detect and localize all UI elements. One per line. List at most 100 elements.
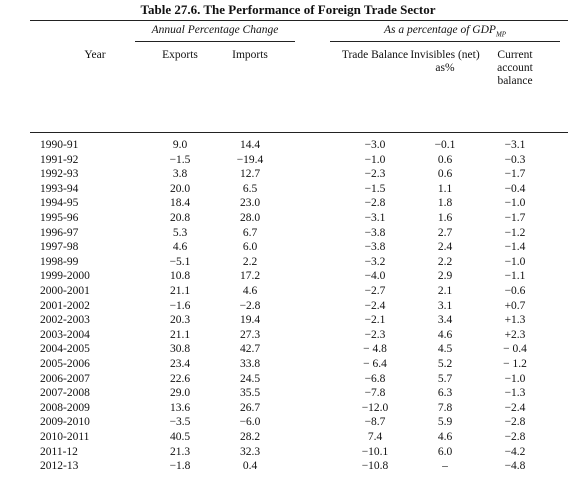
value-cell: 4.6 <box>437 328 453 341</box>
value-cell: −1.5 <box>169 153 191 166</box>
value-cell: − 6.4 <box>363 358 387 370</box>
value-cell: −2.8 <box>504 416 526 429</box>
table-title: Table 27.6. The Performance of Foreign T… <box>140 2 436 17</box>
value-cell: −1.7 <box>504 212 526 224</box>
value-cell: −3.1 <box>504 139 526 151</box>
value-cell: −1.0 <box>504 255 526 268</box>
year-cell: 1996-97 <box>40 226 79 239</box>
value-cell: 21.1 <box>169 328 191 341</box>
value-cell: 17.2 <box>239 270 261 283</box>
value-cell: 26.7 <box>239 401 261 414</box>
group-header: Annual Percentage Change <box>151 24 279 36</box>
value-cell: 19.4 <box>239 314 261 327</box>
value-cell: 2.9 <box>437 270 453 283</box>
column-header: Current account balance <box>497 49 533 87</box>
value-cell: 21.3 <box>169 445 191 458</box>
year-cell: 1999-2000 <box>40 270 90 283</box>
value-cell: −1.8 <box>169 460 191 473</box>
value-cell: 35.5 <box>239 387 261 400</box>
value-cell: 0.4 <box>242 460 258 473</box>
value-cell: 5.2 <box>437 358 453 370</box>
value-cell: 4.6 <box>172 241 188 254</box>
column-header: Exports <box>162 49 198 61</box>
value-cell: −4.0 <box>364 270 386 283</box>
column-header: Imports <box>232 49 268 61</box>
value-cell: −1.5 <box>364 182 386 195</box>
year-cell: 2002-2003 <box>40 314 90 327</box>
value-cell: 20.8 <box>169 212 191 224</box>
value-cell: −2.3 <box>364 168 386 181</box>
value-cell: −2.8 <box>364 197 386 210</box>
value-cell: +0.7 <box>504 299 526 312</box>
value-cell: 21.1 <box>169 285 191 297</box>
year-cell: 2010-2011 <box>40 431 90 443</box>
group-header-text: As a percentage of GDP <box>383 24 496 36</box>
column-header: Year <box>84 49 106 61</box>
value-cell: −0.6 <box>504 285 526 297</box>
value-cell: +2.3 <box>504 328 526 341</box>
value-cell: 20.3 <box>169 314 191 327</box>
value-cell: 18.4 <box>169 197 191 210</box>
value-cell: −1.4 <box>504 241 526 254</box>
year-cell: 2005-2006 <box>40 358 90 370</box>
value-cell: −6.8 <box>364 372 386 385</box>
value-cell: 23.0 <box>239 197 261 210</box>
value-cell: −0.3 <box>504 153 526 166</box>
value-cell: −2.4 <box>504 401 526 414</box>
value-cell: 24.5 <box>239 372 261 385</box>
rule <box>330 41 560 42</box>
year-cell: 2001-2002 <box>40 299 90 312</box>
value-cell: −5.1 <box>169 255 191 268</box>
rule <box>30 20 568 21</box>
value-cell: 20.0 <box>169 182 191 195</box>
value-cell: −3.8 <box>364 241 386 254</box>
value-cell: 1.1 <box>437 182 453 195</box>
value-cell: −3.8 <box>364 226 386 239</box>
value-cell: 27.3 <box>239 328 261 341</box>
value-cell: +1.3 <box>504 314 526 327</box>
value-cell: 5.9 <box>437 416 453 429</box>
value-cell: 2.2 <box>242 255 258 268</box>
value-cell: 0.6 <box>437 153 453 166</box>
value-cell: 1.6 <box>437 212 453 224</box>
rule <box>135 41 295 42</box>
value-cell: 3.1 <box>437 299 453 312</box>
value-cell: −1.0 <box>364 153 386 166</box>
value-cell: 4.6 <box>242 285 258 297</box>
year-cell: 2011-12 <box>40 445 78 458</box>
value-cell: 5.7 <box>437 372 453 385</box>
year-cell: 1997-98 <box>40 241 79 254</box>
value-cell: 6.0 <box>437 445 453 458</box>
value-cell: 28.0 <box>239 212 261 224</box>
value-cell: 33.8 <box>239 358 261 370</box>
year-cell: 2012-13 <box>40 460 79 473</box>
year-cell: 2006-2007 <box>40 372 90 385</box>
value-cell: −1.0 <box>504 372 526 385</box>
value-cell: −1.3 <box>504 387 526 400</box>
value-cell: 6.7 <box>242 226 258 239</box>
year-cell: 1993-94 <box>40 182 79 195</box>
value-cell: −2.8 <box>239 299 261 312</box>
value-cell: 0.6 <box>437 168 453 181</box>
value-cell: 4.5 <box>437 343 453 356</box>
rule <box>30 132 568 133</box>
value-cell: 5.3 <box>172 226 188 239</box>
value-cell: 40.5 <box>169 431 191 443</box>
value-cell: 7.8 <box>437 401 453 414</box>
year-cell: 2004-2005 <box>40 343 90 356</box>
value-cell: −2.7 <box>364 285 386 297</box>
year-cell: 1990-91 <box>40 139 79 151</box>
value-cell: 6.5 <box>242 182 258 195</box>
value-cell: 4.6 <box>437 431 453 443</box>
value-cell: −2.8 <box>504 431 526 443</box>
value-cell: 14.4 <box>239 139 261 151</box>
value-cell: −8.7 <box>364 416 386 429</box>
value-cell: 2.2 <box>437 255 453 268</box>
value-cell: −19.4 <box>236 153 264 166</box>
year-cell: 2003-2004 <box>40 328 90 341</box>
year-cell: 1995-96 <box>40 212 79 224</box>
value-cell: −0.1 <box>434 139 456 151</box>
value-cell: −1.7 <box>504 168 526 181</box>
value-cell: − 4.8 <box>363 343 387 356</box>
value-cell: 29.0 <box>169 387 191 400</box>
